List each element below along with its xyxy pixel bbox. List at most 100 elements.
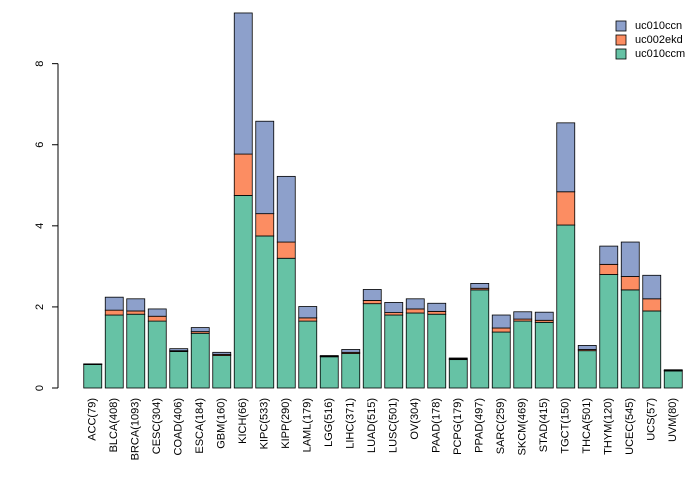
bar-segment-uc010ccn-skcm — [513, 311, 533, 320]
bar-segment-uc010ccn-kich — [233, 12, 253, 155]
bar-segment-uc010ccm-laml — [298, 320, 318, 389]
bar-segment-uc010ccn-coad — [169, 348, 189, 352]
bar-segment-uc010ccn-sarc — [491, 314, 511, 329]
x-tick-label: GBM(160) — [216, 398, 228, 449]
bar-segment-uc010ccn-gbm — [212, 351, 232, 355]
x-tick-label: BLCA(408) — [108, 398, 120, 452]
bar-segment-uc002ekd-kipp — [276, 241, 296, 259]
y-tick-label: 0 — [34, 385, 46, 391]
bar-segment-uc010ccm-paad — [427, 313, 447, 389]
bar-segment-uc010ccn-brca — [126, 298, 146, 312]
x-tick-label: THYM(120) — [603, 398, 615, 455]
bar-segment-uc002ekd-sarc — [491, 327, 511, 333]
bar-segment-uc010ccm-uvm — [663, 370, 683, 389]
x-tick-label: PCPG(179) — [452, 398, 464, 455]
x-tick-label: LIHC(371) — [345, 398, 357, 449]
bar-segment-uc010ccm-brca — [126, 313, 146, 389]
x-tick-label: LUAD(515) — [366, 398, 378, 453]
x-axis-labels: ACC(79) BLCA(408) BRCA(1093) CESC(304) COAD(… — [87, 398, 680, 460]
x-tick-label: UVM(80) — [667, 398, 679, 442]
x-tick-label: LAML(179) — [302, 398, 314, 452]
bar-segment-uc010ccm-ppad — [470, 289, 490, 389]
bar-segment-uc010ccn-paad — [427, 302, 447, 312]
bar-segment-uc010ccn-lusc — [384, 302, 404, 313]
y-tick-label: 4 — [34, 223, 46, 229]
bar-segment-uc002ekd-kich — [233, 153, 253, 196]
bar-segment-uc010ccn-lgg — [319, 355, 339, 357]
y-tick-label: 8 — [34, 61, 46, 67]
bar-segment-uc010ccm-lgg — [319, 356, 339, 389]
bar-segment-uc010ccn-kipc — [255, 120, 275, 215]
x-tick-label: UCEC(545) — [624, 398, 636, 455]
bar-segment-uc010ccn-esca — [190, 327, 210, 333]
legend-swatch-uc010ccm — [615, 48, 627, 60]
x-tick-label: OV(304) — [409, 398, 421, 440]
bar-segment-uc002ekd-ucs — [642, 298, 662, 312]
bar-segment-uc010ccm-luad — [362, 303, 382, 389]
bar-segment-uc002ekd-cesc — [147, 315, 167, 322]
bar-segment-uc010ccn-ov — [405, 298, 425, 310]
x-tick-label: TGCT(150) — [560, 398, 572, 454]
bar-segment-uc010ccm-ov — [405, 312, 425, 389]
bar-segment-uc002ekd-ucec — [620, 276, 640, 291]
bar-segment-uc010ccn-ppad — [470, 282, 490, 289]
bar-segment-uc010ccn-laml — [298, 306, 318, 319]
bar-segment-uc002ekd-kipc — [255, 213, 275, 237]
bar-segment-uc002ekd-tgct — [556, 191, 576, 226]
bar-segment-uc010ccn-uvm — [663, 369, 683, 371]
bar-segment-uc010ccm-lusc — [384, 314, 404, 389]
bar-segment-uc010ccm-gbm — [212, 355, 232, 389]
x-tick-label: LUSC(501) — [388, 398, 400, 453]
bar-segment-uc002ekd-laml — [298, 317, 318, 322]
bar-segment-uc010ccm-coad — [169, 351, 189, 389]
bar-segment-uc002ekd-brca — [126, 310, 146, 315]
bar-segment-uc002ekd-thym — [599, 263, 619, 275]
x-tick-label: THCA(501) — [581, 398, 593, 454]
bars-group — [83, 12, 683, 389]
bar-segment-uc010ccn-ucs — [642, 274, 662, 300]
bar-segment-uc010ccm-kipp — [276, 257, 296, 389]
bar-segment-uc010ccn-acc — [83, 363, 103, 365]
bar-segment-uc010ccm-tgct — [556, 224, 576, 389]
bar-segment-uc010ccm-esca — [190, 332, 210, 389]
bar-segment-uc010ccm-pcpg — [448, 359, 468, 389]
x-tick-label: KICH(66) — [237, 398, 249, 444]
x-tick-label: UCS(57) — [646, 398, 658, 441]
legend-label-uc010ccn: uc010ccn — [635, 20, 682, 32]
bar-segment-uc010ccn-kipp — [276, 175, 296, 243]
x-tick-label: KIPP(290) — [280, 398, 292, 449]
bar-segment-uc010ccm-skcm — [513, 320, 533, 389]
bar-segment-uc010ccn-pcpg — [448, 357, 468, 360]
x-tick-label: ESCA(184) — [194, 398, 206, 454]
bar-segment-uc002ekd-luad — [362, 300, 382, 305]
bar-segment-uc010ccn-lihc — [341, 349, 361, 353]
x-tick-label: STAD(415) — [538, 398, 550, 452]
x-tick-label: COAD(406) — [173, 398, 185, 455]
bar-segment-uc010ccn-stad — [534, 311, 554, 321]
bar-segment-uc010ccm-ucec — [620, 289, 640, 389]
x-tick-label: CESC(304) — [151, 398, 163, 454]
x-tick-label: SKCM(469) — [517, 398, 529, 455]
bar-segment-uc002ekd-blca — [104, 309, 124, 316]
legend-swatch-uc010ccn — [615, 20, 627, 32]
bar-segment-uc010ccm-acc — [83, 364, 103, 389]
bar-segment-uc002ekd-paad — [427, 310, 447, 315]
x-tick-label: PPAD(497) — [474, 398, 486, 453]
y-axis: 0 2 4 6 8 — [34, 61, 59, 391]
x-tick-label: ACC(79) — [87, 398, 99, 441]
bar-segment-uc010ccn-thym — [599, 245, 619, 265]
bar-segment-uc002ekd-ov — [405, 308, 425, 314]
y-tick-label: 6 — [34, 142, 46, 148]
bar-segment-uc010ccn-tgct — [556, 122, 576, 193]
bar-segment-uc010ccm-kich — [233, 195, 253, 389]
bar-segment-uc010ccm-lihc — [341, 353, 361, 389]
legend-label-uc010ccm: uc010ccm — [635, 48, 685, 60]
x-tick-label: SARC(259) — [495, 398, 507, 454]
bar-segment-uc010ccm-thym — [599, 274, 619, 389]
bar-segment-uc010ccm-ucs — [642, 310, 662, 389]
legend-swatch-uc002ekd — [615, 34, 627, 46]
bar-segment-uc010ccm-thca — [577, 350, 597, 389]
bar-segment-uc010ccm-cesc — [147, 320, 167, 389]
x-tick-label: LGG(516) — [323, 398, 335, 447]
